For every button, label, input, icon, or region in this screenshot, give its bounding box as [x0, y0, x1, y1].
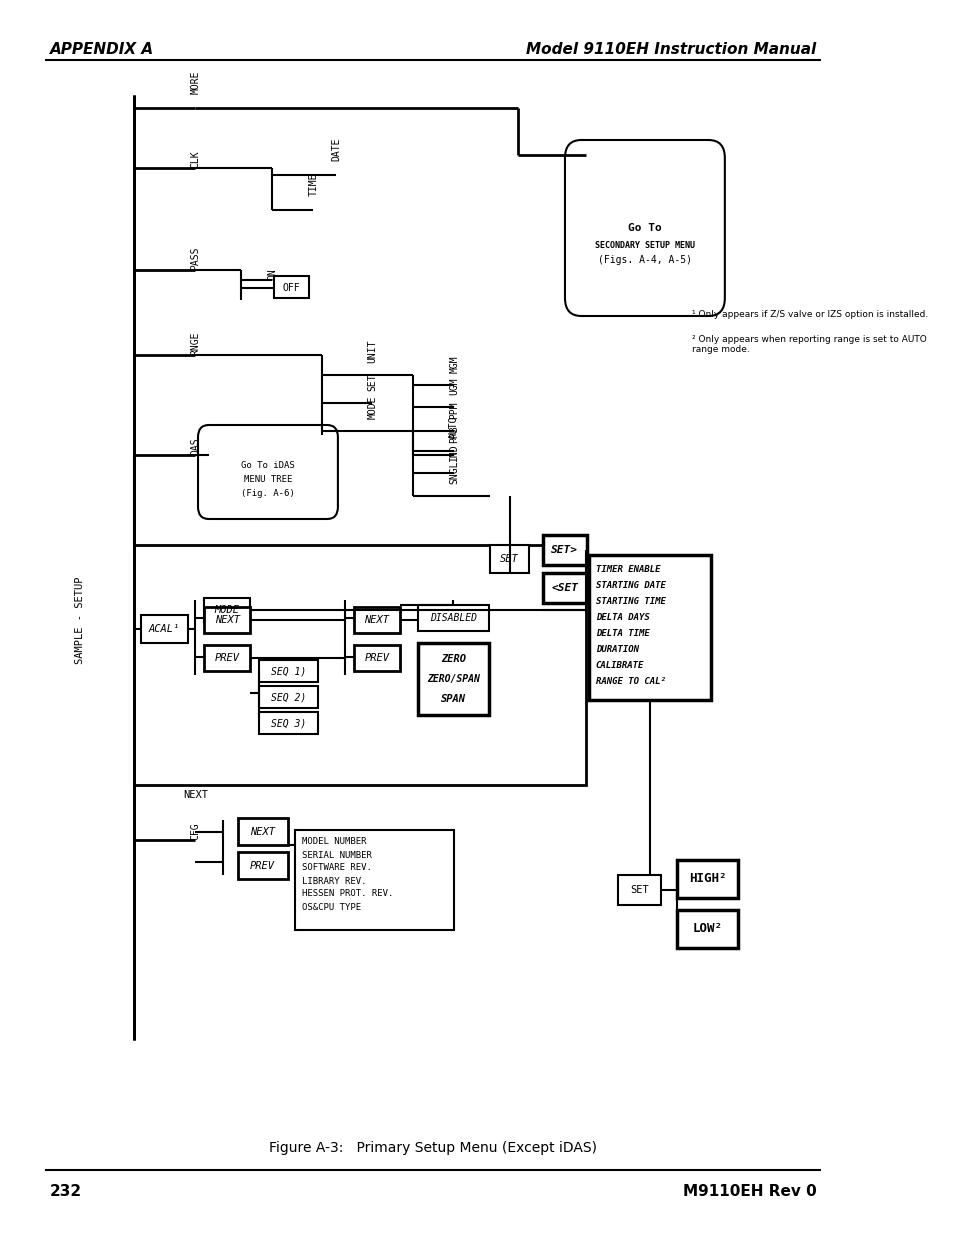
FancyBboxPatch shape	[198, 425, 337, 519]
Text: MORE: MORE	[190, 70, 200, 94]
Bar	[676, 860, 738, 898]
Text: MODE: MODE	[214, 605, 239, 615]
Text: <SET: <SET	[551, 583, 578, 593]
Text: DATE: DATE	[331, 137, 341, 161]
Text: UGM: UGM	[449, 378, 458, 395]
Text: SERIAL NUMBER: SERIAL NUMBER	[302, 851, 372, 860]
Bar	[588, 555, 711, 700]
Text: NEXT: NEXT	[364, 615, 389, 625]
Text: CALIBRATE: CALIBRATE	[596, 661, 643, 669]
Text: LOW²: LOW²	[692, 923, 721, 935]
Bar	[204, 606, 250, 634]
Bar	[141, 615, 188, 643]
Text: TIME: TIME	[308, 173, 318, 196]
Text: SET: SET	[499, 555, 518, 564]
Text: DELTA TIME: DELTA TIME	[596, 629, 649, 637]
Bar	[294, 830, 454, 930]
Bar	[204, 645, 250, 671]
Text: HESSEN PROT. REV.: HESSEN PROT. REV.	[302, 889, 394, 899]
Text: OS&CPU TYPE: OS&CPU TYPE	[302, 903, 361, 911]
Text: M9110EH Rev 0: M9110EH Rev 0	[682, 1184, 816, 1199]
Bar	[258, 685, 317, 708]
Bar	[237, 852, 288, 879]
Text: SPAN: SPAN	[440, 694, 465, 704]
Bar	[490, 545, 528, 573]
Text: NEXT: NEXT	[250, 827, 274, 837]
Text: UNIT: UNIT	[367, 340, 377, 363]
Text: MENU TREE: MENU TREE	[244, 474, 292, 483]
Text: RNGE: RNGE	[190, 331, 200, 354]
Text: NEXT: NEXT	[183, 790, 208, 800]
Bar	[258, 659, 317, 682]
Text: SAMPLE - SETUP: SAMPLE - SETUP	[75, 577, 85, 663]
Text: DURATION: DURATION	[596, 645, 639, 653]
Text: OFF: OFF	[282, 283, 300, 293]
Bar	[617, 876, 660, 905]
Bar	[274, 275, 309, 298]
Text: MODEL NUMBER: MODEL NUMBER	[302, 837, 367, 846]
Text: (Figs. A-4, A-5): (Figs. A-4, A-5)	[598, 254, 691, 266]
Text: PPB: PPB	[449, 425, 458, 443]
Text: AUTO: AUTO	[449, 415, 458, 438]
Text: IND: IND	[449, 443, 458, 461]
Bar	[354, 645, 399, 671]
Text: MGM: MGM	[449, 356, 458, 373]
Text: PREV: PREV	[250, 861, 274, 871]
Bar	[417, 605, 488, 631]
Text: PPM: PPM	[449, 401, 458, 419]
Text: SEQ 3): SEQ 3)	[271, 718, 306, 727]
FancyBboxPatch shape	[564, 140, 724, 316]
Text: STARTING TIME: STARTING TIME	[596, 597, 665, 605]
Text: Figure A-3:   Primary Setup Menu (Except iDAS): Figure A-3: Primary Setup Menu (Except i…	[269, 1141, 597, 1155]
Text: ZERO/SPAN: ZERO/SPAN	[426, 674, 479, 684]
Text: SEQ 2): SEQ 2)	[271, 692, 306, 701]
Bar	[542, 535, 586, 564]
Text: DELTA DAYS: DELTA DAYS	[596, 613, 649, 621]
Text: HIGH²: HIGH²	[688, 872, 725, 885]
Bar	[417, 643, 488, 715]
Text: DISABLED: DISABLED	[429, 613, 476, 622]
Bar	[354, 606, 399, 634]
Text: MODE: MODE	[367, 395, 377, 419]
Text: NEXT: NEXT	[214, 615, 239, 625]
Text: SET: SET	[367, 373, 377, 391]
Bar	[237, 818, 288, 845]
Text: (Fig. A-6): (Fig. A-6)	[241, 489, 294, 498]
Text: CLK: CLK	[190, 151, 200, 168]
Text: SEQ 1): SEQ 1)	[271, 666, 306, 676]
Text: CFG: CFG	[190, 823, 200, 840]
Bar	[204, 598, 250, 622]
Text: APPENDIX A: APPENDIX A	[50, 42, 154, 58]
Text: SET: SET	[629, 885, 648, 895]
Text: ON: ON	[267, 268, 277, 280]
Text: Go To iDAS: Go To iDAS	[241, 461, 294, 469]
Text: SET>: SET>	[551, 545, 578, 555]
Text: SECONDARY SETUP MENU: SECONDARY SETUP MENU	[595, 242, 694, 251]
Text: TIMER ENABLE: TIMER ENABLE	[596, 564, 659, 573]
Text: PREV: PREV	[214, 653, 239, 663]
Text: PASS: PASS	[190, 247, 200, 270]
Text: PREV: PREV	[364, 653, 389, 663]
Bar	[542, 573, 586, 603]
Text: ² Only appears when reporting range is set to AUTO
range mode.: ² Only appears when reporting range is s…	[692, 335, 926, 354]
Text: 232: 232	[50, 1184, 82, 1199]
Text: DAS: DAS	[190, 437, 200, 454]
Text: ACAL¹: ACAL¹	[149, 624, 180, 634]
Text: Model 9110EH Instruction Manual: Model 9110EH Instruction Manual	[526, 42, 816, 58]
Text: Go To: Go To	[627, 224, 661, 233]
Text: RANGE TO CAL²: RANGE TO CAL²	[596, 677, 665, 685]
Text: LIBRARY REV.: LIBRARY REV.	[302, 877, 367, 885]
Text: SNGL: SNGL	[449, 461, 458, 484]
Text: ¹ Only appears if Z/S valve or IZS option is installed.: ¹ Only appears if Z/S valve or IZS optio…	[692, 310, 927, 319]
Bar	[134, 545, 585, 785]
Bar	[676, 910, 738, 948]
Text: STARTING DATE: STARTING DATE	[596, 580, 665, 589]
Text: ZERO: ZERO	[440, 655, 465, 664]
Text: SOFTWARE REV.: SOFTWARE REV.	[302, 863, 372, 872]
Bar	[258, 713, 317, 734]
